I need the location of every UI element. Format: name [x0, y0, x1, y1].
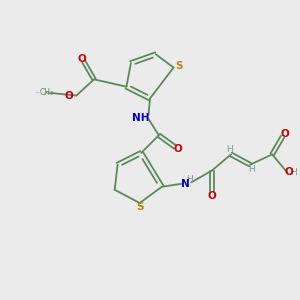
Text: H: H: [290, 168, 297, 177]
Text: methyl: methyl: [47, 91, 52, 93]
Text: O: O: [284, 167, 293, 177]
Text: O: O: [65, 91, 74, 100]
Text: S: S: [136, 202, 143, 212]
Text: N: N: [181, 179, 190, 189]
Text: S: S: [175, 61, 183, 71]
Text: NH: NH: [132, 112, 150, 123]
Text: H: H: [186, 175, 193, 184]
Text: O: O: [208, 190, 216, 201]
Text: O: O: [78, 54, 87, 64]
Text: O: O: [280, 129, 289, 139]
Text: CH₃: CH₃: [40, 88, 54, 97]
Text: methyl: methyl: [36, 92, 41, 93]
Text: H: H: [248, 165, 255, 174]
Text: H: H: [226, 145, 233, 154]
Text: O: O: [174, 143, 182, 154]
